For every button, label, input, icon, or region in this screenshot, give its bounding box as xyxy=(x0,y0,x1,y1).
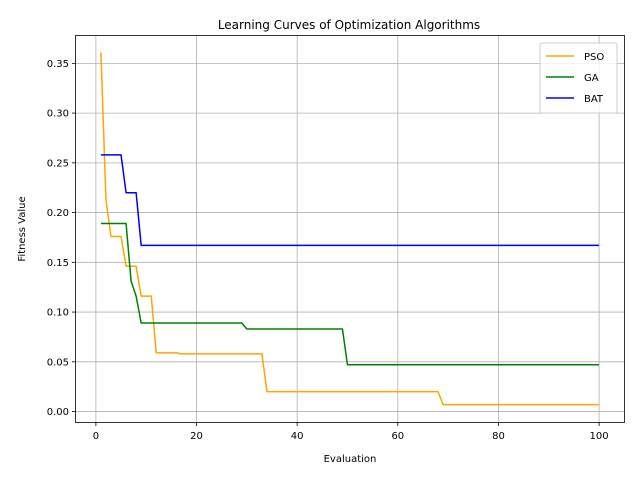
x-tick-label: 60 xyxy=(391,431,404,442)
legend: PSO GA BAT xyxy=(539,42,618,114)
y-tick-label: 0.05 xyxy=(47,357,69,368)
y-tick-label: 0.30 xyxy=(47,109,69,120)
plot-frame xyxy=(75,35,625,423)
x-axis-title: Evaluation xyxy=(324,454,377,465)
chart-title: Learning Curves of Optimization Algorith… xyxy=(218,18,480,32)
legend-box xyxy=(539,42,618,114)
series-lines xyxy=(100,52,600,406)
legend-label-bat: BAT xyxy=(584,94,604,105)
y-tick-label: 0.20 xyxy=(47,208,69,219)
x-tick-label: 0 xyxy=(93,431,99,442)
y-tick-label: 0.35 xyxy=(47,59,69,70)
x-tick-label: 20 xyxy=(190,431,203,442)
series-line-pso xyxy=(100,52,600,406)
y-axis-title: Fitness Value xyxy=(17,196,28,261)
y-tick-label: 0.25 xyxy=(47,158,69,169)
y-axis-ticks: 0.00 0.05 0.10 0.15 0.20 0.25 0.30 0.35 xyxy=(47,59,76,418)
x-tick-label: 40 xyxy=(291,431,304,442)
series-line-bat xyxy=(100,154,600,247)
y-tick-label: 0.10 xyxy=(47,308,69,319)
legend-label-pso: PSO xyxy=(584,52,604,63)
series-line-ga xyxy=(100,222,600,366)
y-tick-label: 0.00 xyxy=(47,407,69,418)
y-tick-label: 0.15 xyxy=(47,258,69,269)
x-axis-ticks: 0 20 40 60 80 100 xyxy=(93,422,609,442)
legend-label-ga: GA xyxy=(584,73,599,84)
x-tick-label: 80 xyxy=(492,431,505,442)
x-tick-label: 100 xyxy=(590,431,609,442)
